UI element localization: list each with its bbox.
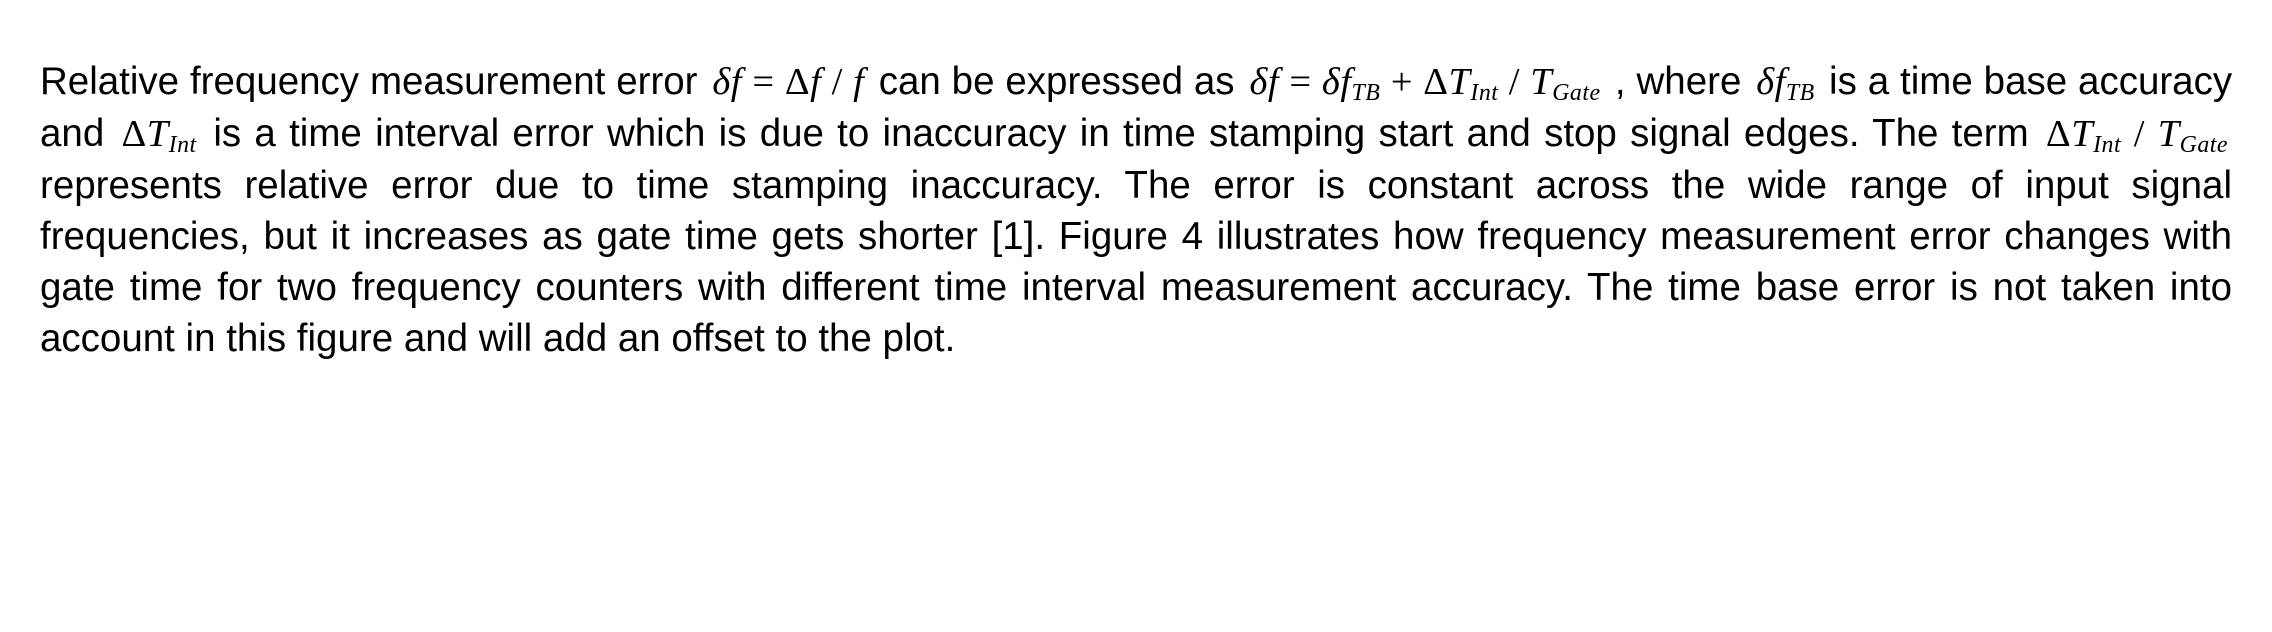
var-t: T xyxy=(147,113,169,155)
delta-symbol: δ xyxy=(712,61,730,103)
equals-sign: = xyxy=(742,61,785,103)
delta-symbol: δ xyxy=(1322,61,1340,103)
slash: / xyxy=(1498,61,1530,103)
text-segment: can be expressed as xyxy=(879,60,1246,103)
subscript-gate: Gate xyxy=(2180,132,2228,158)
var-f: f xyxy=(1340,61,1351,103)
math-dt-int: ΔTInt xyxy=(117,113,213,155)
upper-delta-symbol: Δ xyxy=(2046,113,2071,155)
subscript-tb: TB xyxy=(1352,79,1381,105)
var-f: f xyxy=(810,61,821,103)
var-t: T xyxy=(2071,113,2093,155)
math-eq-1: δf = Δf / f xyxy=(708,61,878,103)
slash: / xyxy=(2121,113,2158,155)
math-eq-2: δf = δfTB + ΔTInt / TGate xyxy=(1245,61,1614,103)
slash: / xyxy=(821,61,853,103)
var-t: T xyxy=(1530,61,1552,103)
subscript-int: Int xyxy=(1470,79,1498,105)
var-t: T xyxy=(2158,113,2180,155)
upper-delta-symbol: Δ xyxy=(1423,61,1448,103)
plus-sign: + xyxy=(1380,61,1423,103)
document-page: Relative frequency measurement error δf … xyxy=(0,0,2272,632)
subscript-gate: Gate xyxy=(1552,79,1600,105)
var-f: f xyxy=(731,61,742,103)
paragraph-body: Relative frequency measurement error δf … xyxy=(40,57,2232,365)
math-df-tb: δfTB xyxy=(1752,61,1829,103)
subscript-int: Int xyxy=(2093,132,2121,158)
delta-symbol: δ xyxy=(1249,61,1267,103)
var-f: f xyxy=(1268,61,1279,103)
subscript-tb: TB xyxy=(1786,79,1815,105)
text-segment: Relative frequency measurement error xyxy=(40,60,708,103)
text-segment: , where xyxy=(1615,60,1752,103)
var-t: T xyxy=(1449,61,1471,103)
var-f: f xyxy=(853,61,864,103)
subscript-int: Int xyxy=(169,132,197,158)
math-ratio: ΔTInt / TGate xyxy=(2042,113,2232,155)
var-f: f xyxy=(1775,61,1786,103)
equals-sign: = xyxy=(1279,61,1322,103)
delta-symbol: δ xyxy=(1756,61,1774,103)
upper-delta-symbol: Δ xyxy=(785,61,810,103)
text-segment: represents relative error due to time st… xyxy=(40,164,2232,359)
upper-delta-symbol: Δ xyxy=(121,113,146,155)
text-segment: is a time interval error which is due to… xyxy=(213,112,2042,155)
